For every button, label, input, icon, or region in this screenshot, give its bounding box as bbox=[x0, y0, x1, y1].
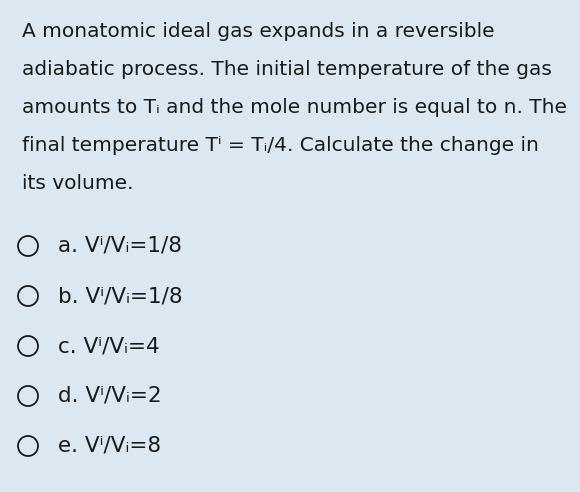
Text: b. Vⁱ/Vᵢ=1/8: b. Vⁱ/Vᵢ=1/8 bbox=[58, 286, 183, 306]
Text: amounts to Tᵢ and the mole number is equal to n. The: amounts to Tᵢ and the mole number is equ… bbox=[22, 98, 567, 117]
Text: adiabatic process. The initial temperature of the gas: adiabatic process. The initial temperatu… bbox=[22, 60, 552, 79]
Text: A monatomic ideal gas expands in a reversible: A monatomic ideal gas expands in a rever… bbox=[22, 22, 495, 41]
Text: its volume.: its volume. bbox=[22, 174, 133, 193]
Text: d. Vⁱ/Vᵢ=2: d. Vⁱ/Vᵢ=2 bbox=[58, 386, 162, 406]
Text: e. Vⁱ/Vᵢ=8: e. Vⁱ/Vᵢ=8 bbox=[58, 436, 161, 456]
Text: final temperature Tⁱ = Tᵢ/4. Calculate the change in: final temperature Tⁱ = Tᵢ/4. Calculate t… bbox=[22, 136, 539, 155]
Text: a. Vⁱ/Vᵢ=1/8: a. Vⁱ/Vᵢ=1/8 bbox=[58, 236, 182, 256]
Text: c. Vⁱ/Vᵢ=4: c. Vⁱ/Vᵢ=4 bbox=[58, 336, 160, 356]
